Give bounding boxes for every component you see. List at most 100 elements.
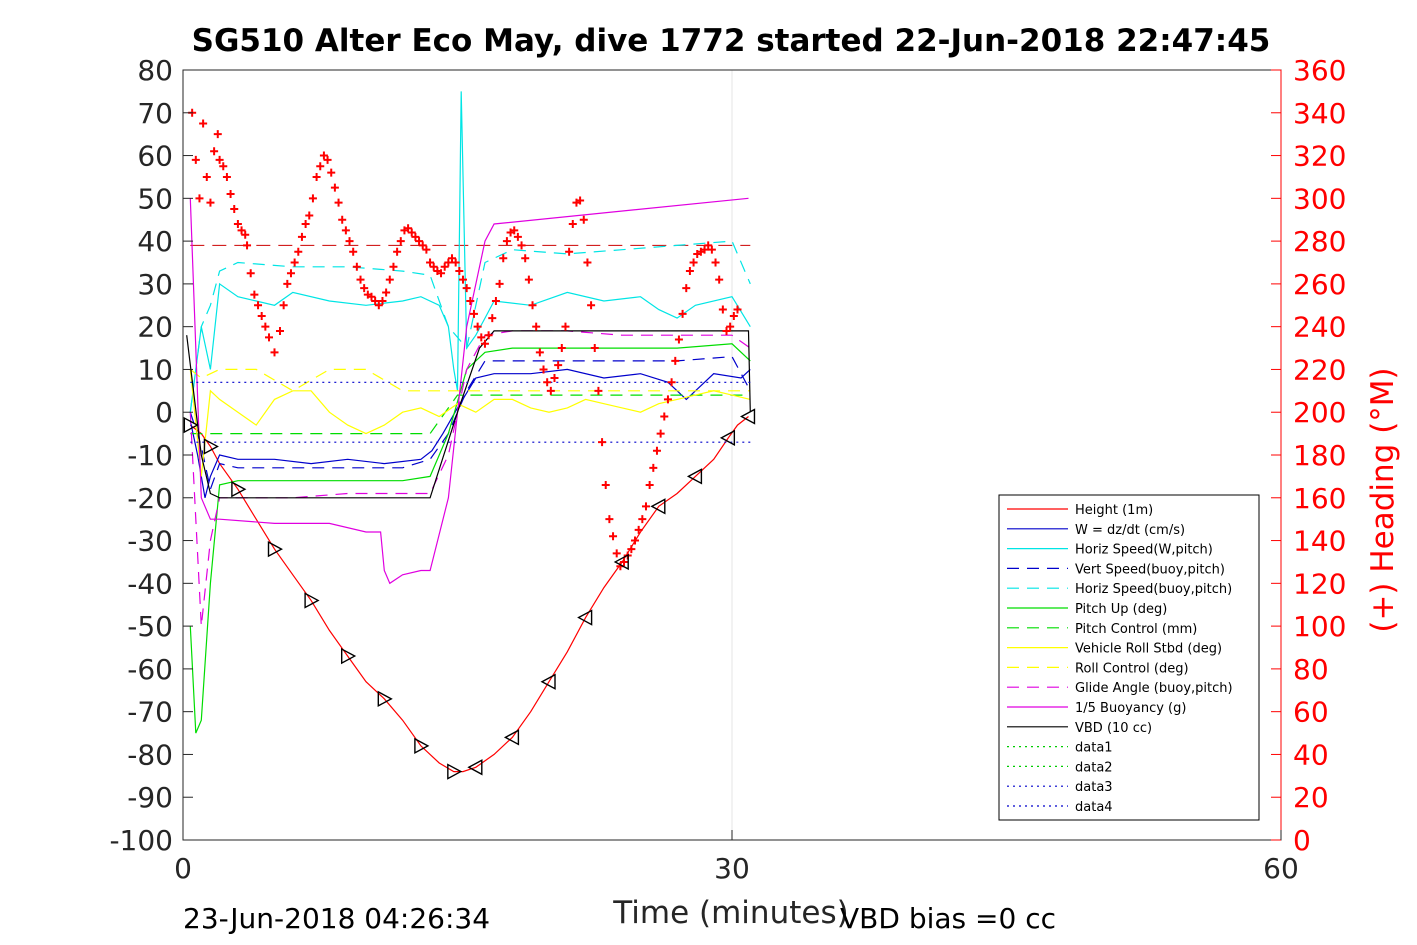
left-tick-label: -50 bbox=[127, 610, 173, 643]
heading-point bbox=[733, 305, 742, 314]
heading-point bbox=[671, 356, 680, 365]
legend-label-13: data2 bbox=[1075, 760, 1113, 775]
series-line-7 bbox=[189, 369, 751, 477]
heading-point bbox=[233, 220, 242, 228]
legend: Height (1m) W = dz/dt (cm/s) Horiz Speed(W… bbox=[998, 494, 1260, 821]
heading-point bbox=[711, 258, 720, 267]
heading-point bbox=[389, 262, 398, 271]
heading-point bbox=[495, 279, 504, 288]
x-tick-label: 30 bbox=[714, 852, 750, 885]
heading-point bbox=[290, 258, 299, 267]
series-line-8 bbox=[189, 368, 751, 392]
legend-label-4: Horiz Speed(buoy,pitch) bbox=[1075, 582, 1232, 597]
heading-point bbox=[634, 525, 643, 534]
legend-label-9: Glide Angle (buoy,pitch) bbox=[1075, 681, 1233, 696]
heading-point bbox=[305, 211, 314, 220]
heading-point bbox=[265, 333, 274, 342]
left-tick-label: -40 bbox=[127, 567, 173, 600]
heading-point bbox=[195, 194, 204, 203]
heading-point bbox=[396, 237, 405, 246]
heading-point bbox=[334, 198, 343, 207]
right-tick-label: 240 bbox=[1293, 311, 1346, 344]
right-tick-label: 280 bbox=[1293, 225, 1346, 258]
heading-point bbox=[528, 301, 537, 310]
heading-point bbox=[451, 258, 460, 267]
left-tick-label: 80 bbox=[137, 54, 173, 87]
right-axis: 3603403203002802602402202001801601401201… bbox=[1271, 54, 1346, 857]
heading-point bbox=[407, 228, 416, 237]
heading-point bbox=[327, 168, 336, 177]
heading-point bbox=[532, 322, 541, 331]
heading-point bbox=[550, 374, 559, 382]
heading-point bbox=[539, 365, 548, 374]
heading-point bbox=[257, 311, 266, 320]
depth-marker bbox=[414, 737, 430, 755]
left-tick-label: -10 bbox=[127, 439, 173, 472]
left-tick-label: -20 bbox=[127, 482, 173, 515]
heading-point bbox=[210, 147, 219, 156]
heading-point bbox=[437, 269, 446, 278]
left-tick-label: 60 bbox=[137, 140, 173, 173]
heading-point bbox=[641, 502, 650, 511]
heading-layer bbox=[188, 109, 742, 571]
heading-point bbox=[323, 155, 332, 164]
right-tick-label: 340 bbox=[1293, 97, 1346, 130]
footer-vbd-bias: VBD bias =0 cc bbox=[840, 902, 1056, 935]
heading-point bbox=[627, 545, 636, 554]
footer-date: 23-Jun-2018 04:26:34 bbox=[183, 902, 490, 935]
heading-point bbox=[583, 258, 592, 267]
heading-point bbox=[477, 333, 486, 342]
depth-marker bbox=[650, 498, 666, 515]
heading-point bbox=[367, 292, 376, 301]
series-line-5 bbox=[189, 343, 751, 734]
heading-point bbox=[568, 220, 577, 228]
heading-point bbox=[356, 275, 365, 284]
heading-point bbox=[243, 241, 252, 250]
heading-point bbox=[226, 190, 235, 199]
legend-box bbox=[998, 494, 1260, 821]
depth-marker bbox=[613, 553, 629, 571]
heading-point bbox=[480, 339, 489, 348]
heading-point bbox=[246, 269, 255, 278]
heading-point bbox=[222, 172, 231, 181]
heading-point bbox=[656, 429, 665, 438]
heading-point bbox=[455, 267, 464, 276]
heading-point bbox=[338, 215, 347, 224]
heading-point bbox=[371, 297, 380, 305]
heading-point bbox=[230, 205, 239, 214]
right-tick-label: 20 bbox=[1293, 781, 1329, 814]
heading-point bbox=[199, 119, 208, 128]
legend-label-2: Horiz Speed(W,pitch) bbox=[1075, 543, 1213, 558]
legend-label-7: Vehicle Roll Stbd (deg) bbox=[1075, 642, 1222, 657]
heading-point bbox=[631, 536, 640, 545]
heading-point bbox=[374, 301, 383, 310]
right-axis-label: (+) Heading (°M) bbox=[1365, 367, 1401, 632]
heading-point bbox=[316, 162, 325, 171]
heading-point bbox=[517, 241, 526, 250]
legend-label-8: Roll Control (deg) bbox=[1075, 661, 1189, 676]
series-line-9 bbox=[189, 330, 751, 627]
depth-marker bbox=[267, 540, 283, 558]
heading-point bbox=[557, 344, 566, 353]
heading-point bbox=[444, 258, 453, 267]
legend-label-14: data3 bbox=[1075, 780, 1113, 795]
series-line-6 bbox=[190, 394, 751, 435]
heading-point bbox=[297, 232, 306, 241]
x-axis-label: Time (minutes) bbox=[612, 895, 848, 931]
heading-point bbox=[319, 151, 328, 160]
heading-point bbox=[241, 230, 250, 239]
heading-point bbox=[286, 269, 295, 278]
marker-layer bbox=[183, 408, 756, 780]
right-tick-label: 300 bbox=[1293, 182, 1346, 215]
x-tick-label: 60 bbox=[1263, 852, 1299, 885]
right-tick-label: 220 bbox=[1293, 353, 1346, 386]
depth-marker bbox=[183, 416, 199, 434]
heading-point bbox=[594, 386, 603, 395]
heading-point bbox=[499, 254, 508, 263]
heading-point bbox=[605, 515, 614, 524]
heading-point bbox=[378, 297, 387, 305]
heading-point bbox=[524, 275, 533, 284]
x-axis: 0 30 60 bbox=[174, 830, 1299, 885]
heading-point bbox=[261, 322, 270, 331]
